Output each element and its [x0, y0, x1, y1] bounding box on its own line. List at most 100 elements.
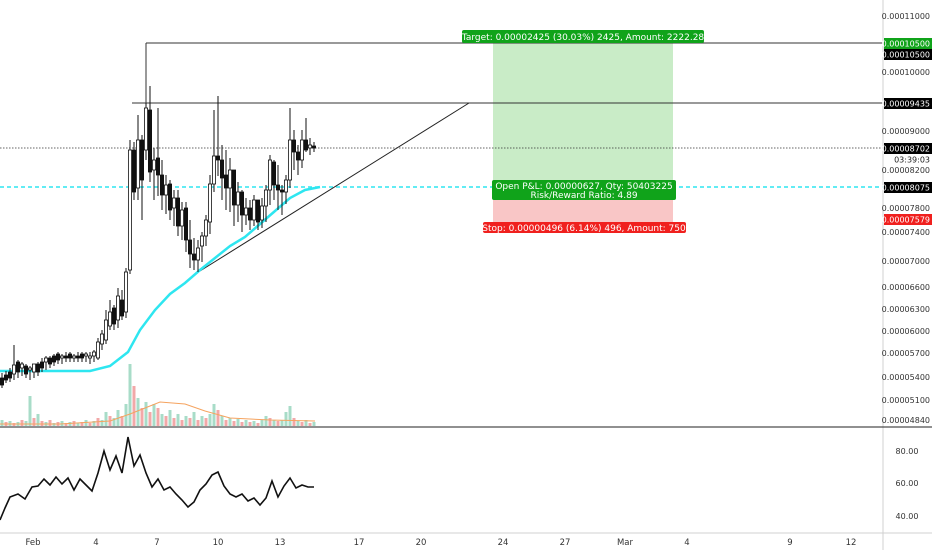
pnl-label: Open P&L: 0.00000627, Qty: 50403225 — [495, 182, 672, 192]
candle-body — [92, 351, 97, 357]
volume-bar — [220, 416, 224, 426]
date-tick-label: 13 — [275, 538, 286, 548]
price-tick-label: 0.00006000 — [882, 327, 930, 336]
stop-price-text: 0.00007579 — [882, 216, 930, 225]
price-tick-label: 0.00007400 — [882, 228, 930, 237]
candle-body — [227, 169, 232, 189]
price-axis[interactable]: 0.00011000 0.00010000 0.00009000 0.00008200… — [882, 12, 930, 425]
candle-body — [143, 107, 148, 151]
volume-bar — [196, 420, 200, 426]
candle-body — [4, 374, 9, 381]
date-tick-label: 9 — [787, 538, 792, 548]
stop-badge — [483, 222, 686, 233]
candle-body — [303, 139, 308, 151]
volume-bar — [68, 422, 72, 426]
volume-bar — [264, 416, 268, 426]
candle-body — [199, 235, 204, 247]
price-tick-label: 0.00008200 — [882, 166, 930, 175]
date-tick-label: 10 — [213, 538, 224, 548]
candle-body — [231, 169, 236, 206]
countdown-text: 03:39:03 — [894, 156, 930, 165]
candle-body — [139, 139, 144, 181]
volume-bar — [84, 420, 88, 426]
candle-body — [179, 209, 184, 227]
volume-bar — [136, 398, 140, 426]
candles — [0, 86, 316, 388]
volume-bar — [0, 420, 4, 426]
volume-bar — [296, 421, 300, 426]
candle-body — [104, 319, 109, 341]
volume-bar — [20, 420, 24, 426]
candle-body — [295, 151, 300, 161]
candle-body — [100, 333, 105, 345]
volume-bar — [104, 412, 108, 426]
volume-bar — [176, 414, 180, 426]
volume-bar — [256, 423, 260, 426]
target-badge — [462, 30, 704, 43]
candle-body — [27, 367, 32, 371]
volume-bar — [224, 420, 228, 426]
volume-bar — [48, 420, 52, 426]
target2-price-tag — [884, 49, 932, 60]
profit-zone — [493, 43, 673, 187]
candle-body — [52, 355, 57, 363]
volume-ma-line — [0, 401, 316, 425]
date-tick-label: 17 — [354, 538, 365, 548]
volume-bar — [192, 412, 196, 426]
target2-price-text: 0.00010500 — [882, 51, 930, 60]
candle-body — [275, 184, 280, 191]
volume-bars — [0, 364, 316, 426]
candle-body — [120, 299, 125, 317]
last-price-text: 0.00008702 — [882, 145, 930, 154]
volume-bar — [64, 423, 68, 426]
volume-bar — [208, 414, 212, 426]
volume-bar — [128, 364, 132, 426]
candle-body — [195, 247, 200, 261]
volume-bar — [80, 422, 84, 426]
volume-bar — [76, 423, 80, 426]
candle-body — [76, 355, 81, 359]
date-tick-label: 7 — [154, 538, 159, 548]
candle-body — [267, 159, 272, 191]
volume-bar — [212, 404, 216, 426]
date-axis[interactable]: Feb 4 7 10 13 17 20 24 27 Mar 4 9 12 — [25, 538, 856, 548]
volume-bar — [216, 410, 220, 426]
rsi-line — [0, 436, 314, 521]
pnl-badge — [492, 180, 676, 200]
volume-bar — [188, 418, 192, 426]
volume-bar — [240, 422, 244, 426]
entry-price-tag — [884, 182, 932, 193]
volume-bar — [88, 423, 92, 426]
volume-bar — [92, 421, 96, 426]
candle-body — [271, 161, 276, 186]
candle-body — [56, 353, 61, 361]
candle-body — [247, 207, 252, 221]
volume-bar — [204, 418, 208, 426]
trendline — [199, 102, 470, 272]
candle-body — [88, 355, 93, 359]
volume-bar — [28, 396, 32, 426]
candle-body — [235, 191, 240, 206]
candle-body — [96, 341, 101, 359]
price-tick-label: 0.00005100 — [882, 396, 930, 405]
resistance-price-tag — [884, 98, 932, 109]
volume-bar — [152, 404, 156, 426]
volume-bar — [148, 412, 152, 426]
volume-bar — [184, 416, 188, 426]
candle-body — [167, 183, 172, 211]
volume-bar — [168, 410, 172, 426]
volume-bar — [164, 416, 168, 426]
candle-body — [0, 377, 4, 386]
candle-body — [183, 207, 188, 241]
candle-body — [19, 363, 24, 369]
volume-bar — [236, 419, 240, 426]
candle-body — [251, 199, 256, 221]
volume-bar — [276, 421, 280, 426]
target-price-tag — [884, 38, 932, 49]
candle-body — [40, 361, 45, 369]
volume-bar — [140, 408, 144, 426]
entry-price-text: 0.00008075 — [882, 184, 930, 193]
volume-bar — [120, 416, 124, 426]
volume-bar — [284, 412, 288, 426]
candle-body — [48, 357, 53, 365]
